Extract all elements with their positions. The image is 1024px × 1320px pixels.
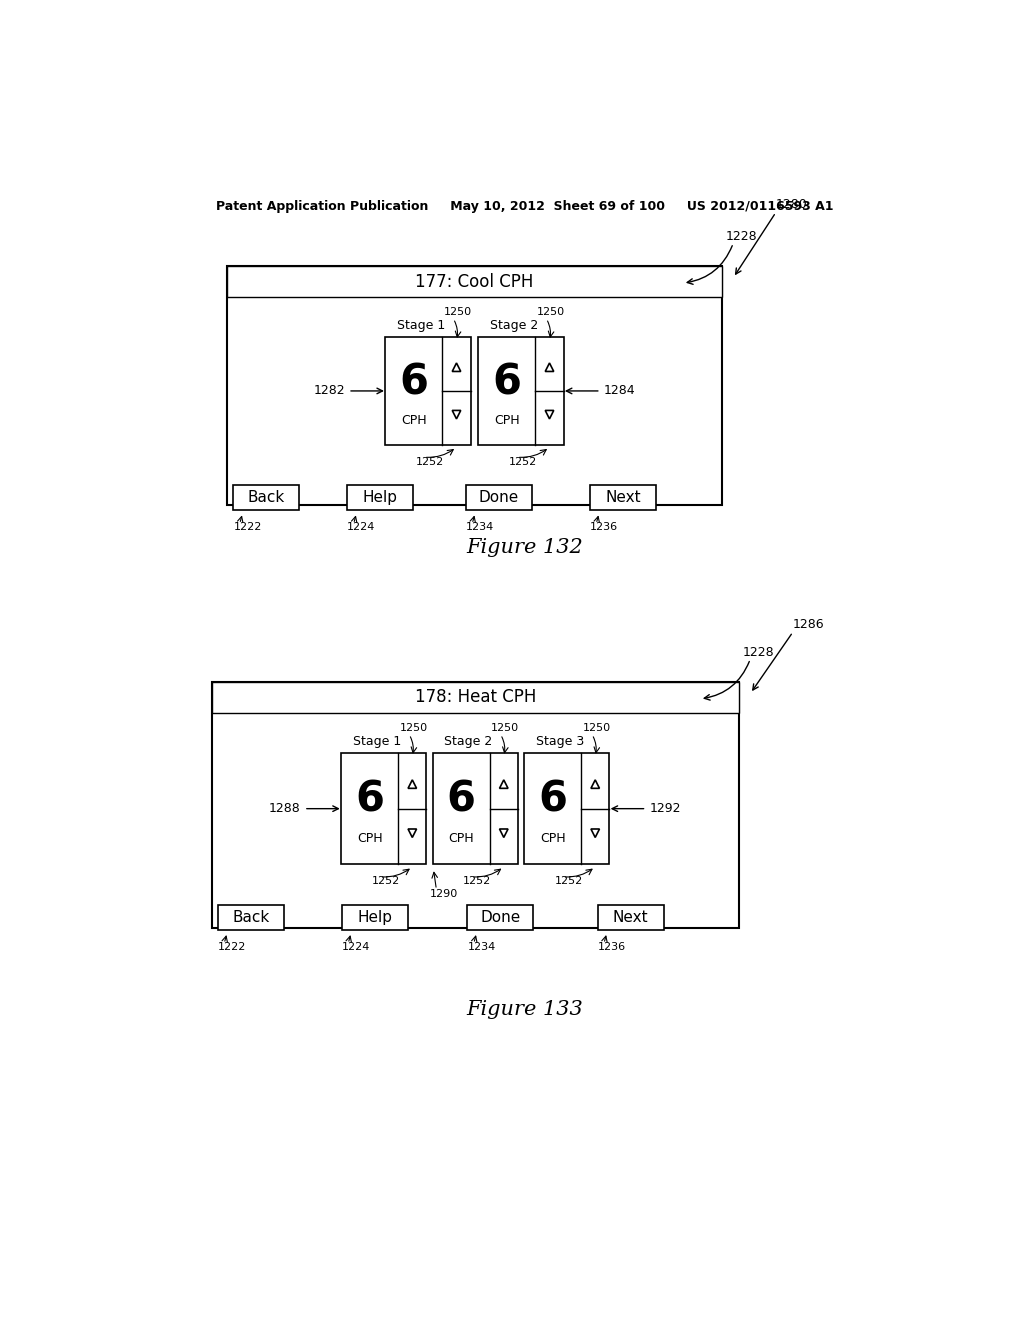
FancyBboxPatch shape [385, 337, 471, 445]
FancyBboxPatch shape [227, 267, 722, 297]
FancyBboxPatch shape [478, 337, 563, 445]
Text: Next: Next [605, 490, 641, 506]
FancyBboxPatch shape [598, 904, 664, 929]
Text: 1252: 1252 [555, 876, 583, 887]
Text: 1224: 1224 [347, 523, 376, 532]
Text: Figure 132: Figure 132 [466, 537, 584, 557]
FancyBboxPatch shape [466, 484, 531, 511]
Text: CPH: CPH [540, 833, 565, 845]
Text: Next: Next [612, 909, 648, 925]
FancyBboxPatch shape [233, 484, 299, 511]
FancyBboxPatch shape [432, 752, 518, 865]
FancyBboxPatch shape [212, 682, 738, 928]
Text: 1250: 1250 [583, 723, 611, 733]
Text: Stage 2: Stage 2 [489, 319, 539, 333]
Text: 1222: 1222 [218, 942, 247, 952]
Text: 1252: 1252 [372, 876, 400, 887]
Text: Stage 3: Stage 3 [536, 735, 584, 748]
Text: 6: 6 [355, 779, 384, 821]
Text: 1250: 1250 [537, 308, 565, 317]
Text: 1228: 1228 [726, 231, 757, 243]
FancyBboxPatch shape [467, 904, 534, 929]
Text: 1280: 1280 [776, 198, 808, 211]
FancyBboxPatch shape [590, 484, 655, 511]
Text: 1286: 1286 [793, 618, 824, 631]
FancyBboxPatch shape [342, 904, 408, 929]
Text: 178: Heat CPH: 178: Heat CPH [415, 689, 536, 706]
Text: CPH: CPH [449, 833, 474, 845]
Text: Done: Done [480, 909, 520, 925]
Text: 6: 6 [493, 362, 521, 404]
FancyBboxPatch shape [227, 267, 722, 506]
Text: 6: 6 [538, 779, 567, 821]
Text: 1234: 1234 [467, 942, 496, 952]
FancyBboxPatch shape [341, 752, 426, 865]
Text: 1234: 1234 [466, 523, 495, 532]
Text: 1250: 1250 [444, 308, 472, 317]
Text: 1222: 1222 [233, 523, 262, 532]
Text: CPH: CPH [494, 413, 519, 426]
Text: Help: Help [362, 490, 397, 506]
Text: 1250: 1250 [399, 723, 428, 733]
Text: Back: Back [248, 490, 285, 506]
Text: Stage 1: Stage 1 [353, 735, 401, 748]
FancyBboxPatch shape [347, 484, 414, 511]
Text: Help: Help [357, 909, 392, 925]
Text: 1252: 1252 [509, 457, 538, 467]
Text: Stage 2: Stage 2 [444, 735, 493, 748]
Text: 6: 6 [446, 779, 475, 821]
Text: 1250: 1250 [492, 723, 519, 733]
Text: 1224: 1224 [342, 942, 371, 952]
Text: Stage 1: Stage 1 [397, 319, 445, 333]
Text: CPH: CPH [357, 833, 383, 845]
Text: Figure 133: Figure 133 [466, 999, 584, 1019]
Text: 1236: 1236 [590, 523, 618, 532]
Text: 1288: 1288 [269, 803, 301, 816]
Text: 1290: 1290 [430, 888, 459, 899]
Text: 1282: 1282 [313, 384, 345, 397]
Text: CPH: CPH [401, 413, 427, 426]
FancyBboxPatch shape [212, 682, 738, 713]
Text: 1284: 1284 [604, 384, 636, 397]
Text: 1236: 1236 [598, 942, 626, 952]
Text: 1292: 1292 [649, 803, 681, 816]
Text: 6: 6 [399, 362, 428, 404]
Text: Patent Application Publication     May 10, 2012  Sheet 69 of 100     US 2012/011: Patent Application Publication May 10, 2… [216, 199, 834, 213]
Text: Back: Back [232, 909, 269, 925]
Text: 1252: 1252 [463, 876, 492, 887]
Text: 1252: 1252 [416, 457, 444, 467]
FancyBboxPatch shape [524, 752, 609, 865]
Text: Done: Done [478, 490, 519, 506]
Text: 1228: 1228 [742, 647, 774, 659]
Text: 177: Cool CPH: 177: Cool CPH [416, 273, 534, 290]
FancyBboxPatch shape [218, 904, 284, 929]
